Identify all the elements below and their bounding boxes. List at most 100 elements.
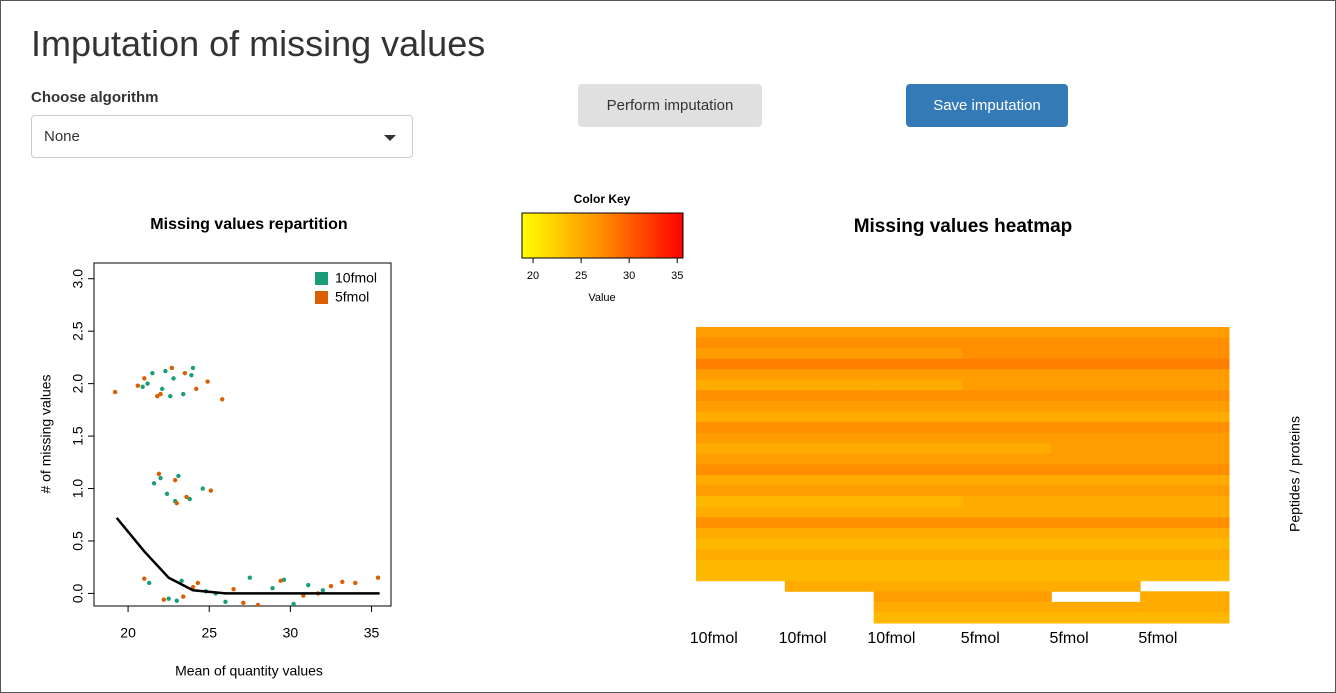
point <box>150 370 155 376</box>
heat-cell <box>873 411 963 423</box>
key-title: Color Key <box>574 192 631 206</box>
heat-cell <box>696 464 786 476</box>
point <box>241 600 246 606</box>
point <box>174 501 179 506</box>
heat-cell <box>784 475 875 487</box>
heat-cell <box>962 601 1052 613</box>
heat-cell <box>784 358 875 370</box>
heat-cell <box>962 369 1052 381</box>
point <box>375 575 381 580</box>
heat-cell <box>873 348 963 360</box>
heat-cell <box>873 327 963 339</box>
heat-cell <box>696 432 786 444</box>
point <box>278 578 283 584</box>
heat-cell <box>1051 369 1141 381</box>
point <box>176 473 181 479</box>
point <box>174 598 179 603</box>
perform-button[interactable]: Perform imputation <box>578 84 762 127</box>
point <box>151 481 157 486</box>
heat-cell <box>1140 453 1230 465</box>
heat-cell <box>1140 601 1230 613</box>
heat-cell <box>1051 327 1141 339</box>
heat-cell <box>696 337 786 349</box>
heat-cell <box>1051 517 1141 529</box>
heat-cell <box>873 527 963 539</box>
heat-cell <box>962 485 1052 497</box>
heat-cell <box>873 580 963 592</box>
point <box>179 578 184 584</box>
point <box>168 394 173 399</box>
point <box>142 376 147 381</box>
heat-cell <box>696 538 786 550</box>
heat-cell <box>696 506 786 518</box>
heat-cell <box>1051 379 1141 391</box>
x-tick-label: 25 <box>201 625 217 641</box>
key-tick-label: 30 <box>623 270 635 282</box>
heat-cell <box>784 411 875 423</box>
heat-cell <box>1051 422 1141 434</box>
heat-cell <box>962 443 1052 455</box>
point <box>320 588 326 593</box>
heat-cell <box>1140 432 1230 444</box>
heat-cell <box>1140 538 1230 550</box>
y-tick-label: 1.0 <box>70 479 86 499</box>
plot-box <box>93 262 392 607</box>
heat-cell <box>696 443 786 455</box>
heat-cell <box>873 485 963 497</box>
point <box>194 386 199 392</box>
key-gradient <box>521 212 684 259</box>
point <box>166 596 171 601</box>
heat-cell <box>873 464 963 476</box>
heat-cell <box>962 527 1052 539</box>
point <box>190 584 196 590</box>
point <box>220 397 225 402</box>
point <box>328 583 334 589</box>
heat-cell <box>873 559 963 571</box>
point <box>184 494 189 500</box>
legend-swatch <box>315 272 328 285</box>
heat-cell <box>1140 506 1230 518</box>
y-axis-label: # of missing values <box>38 374 54 493</box>
heat-cell <box>1051 496 1141 508</box>
heat-cell <box>784 443 875 455</box>
heat-cell <box>784 506 875 518</box>
legend-label: 10fmol <box>335 270 377 286</box>
point <box>156 471 162 477</box>
point <box>181 594 186 599</box>
heat-cell <box>873 570 963 582</box>
heat-cell <box>873 390 963 402</box>
chart-title: Missing values heatmap <box>854 216 1073 237</box>
heat-cell <box>873 612 963 624</box>
heat-cell <box>873 358 963 370</box>
point <box>182 370 188 376</box>
algorithm-select[interactable]: None <box>31 115 413 158</box>
heat-cell <box>784 496 875 508</box>
heat-cell <box>1140 401 1230 413</box>
point <box>190 365 196 371</box>
point <box>146 580 152 586</box>
heat-cell <box>1140 369 1230 381</box>
point <box>169 365 175 371</box>
heat-cell <box>696 422 786 434</box>
point <box>159 386 165 392</box>
save-button[interactable]: Save imputation <box>906 84 1068 127</box>
heat-cell <box>1051 358 1141 370</box>
heat-cell <box>1051 401 1141 413</box>
heat-cell <box>962 401 1052 413</box>
heat-cell <box>696 485 786 497</box>
heat-cell <box>696 570 786 582</box>
heat-cell <box>962 559 1052 571</box>
heat-cell <box>1051 411 1141 423</box>
heat-cell <box>962 612 1052 624</box>
heat-cell <box>696 496 786 508</box>
heat-cell <box>873 453 963 465</box>
y-axis-label: Peptides / proteins <box>1287 416 1303 532</box>
heat-cell <box>962 453 1052 465</box>
heat-cell <box>962 591 1052 603</box>
heat-cell <box>1051 601 1141 613</box>
heat-cell <box>784 517 875 529</box>
heat-cell <box>696 327 786 339</box>
heat-cell <box>1140 411 1230 423</box>
point <box>187 496 192 502</box>
heat-cell <box>873 538 963 550</box>
